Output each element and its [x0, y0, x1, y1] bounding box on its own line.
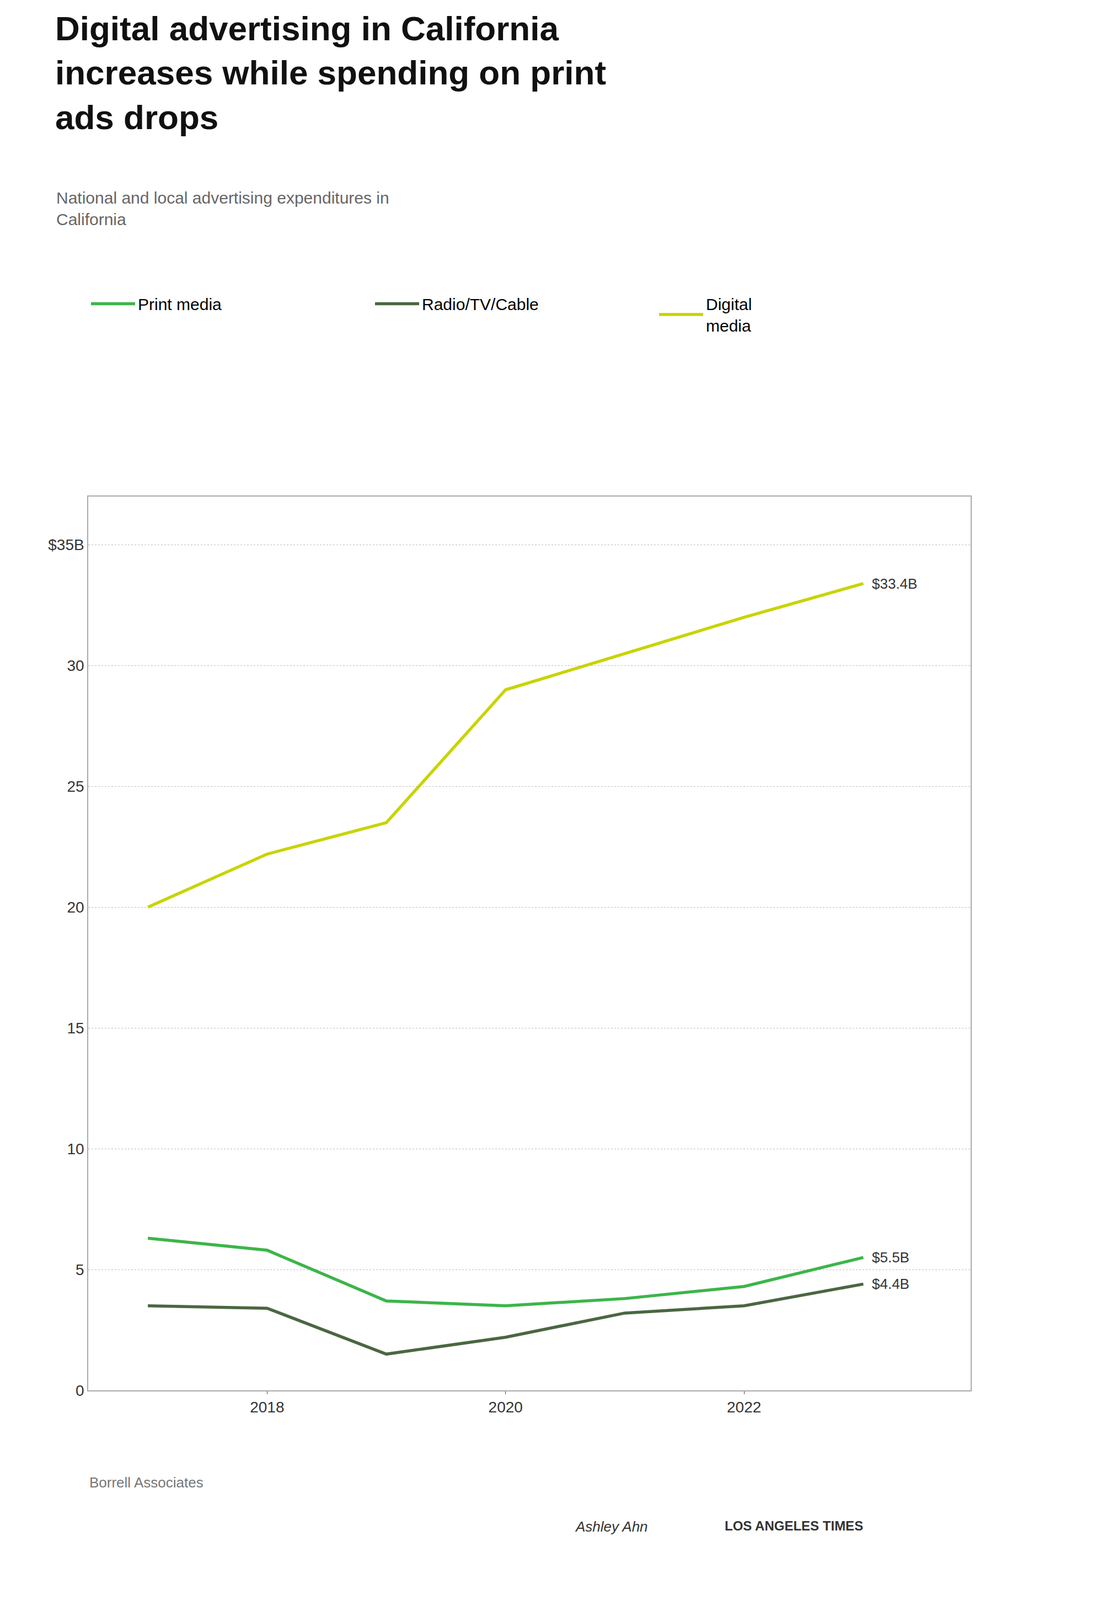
svg-text:Digitalmedia: Digitalmedia: [705, 295, 752, 335]
svg-text:5: 5: [75, 1260, 85, 1278]
svg-text:Ashley Ahn: Ashley Ahn: [574, 1517, 649, 1535]
svg-text:$35B: $35B: [47, 536, 84, 554]
svg-text:LOS ANGELES TIMES: LOS ANGELES TIMES: [724, 1517, 864, 1533]
svg-text:National and local advertising: National and local advertising expenditu…: [56, 188, 390, 229]
svg-text:20: 20: [66, 898, 84, 916]
svg-text:Print media: Print media: [137, 295, 222, 314]
svg-text:2020: 2020: [488, 1398, 523, 1416]
svg-text:$4.4B: $4.4B: [871, 1275, 910, 1292]
svg-text:2022: 2022: [726, 1398, 762, 1416]
svg-text:$5.5B: $5.5B: [871, 1248, 910, 1266]
svg-text:10: 10: [66, 1139, 84, 1158]
svg-text:Borrell Associates: Borrell Associates: [89, 1473, 204, 1491]
svg-text:0: 0: [75, 1381, 85, 1399]
svg-text:Radio/TV/Cable: Radio/TV/Cable: [421, 295, 539, 314]
svg-text:$33.4B: $33.4B: [871, 575, 918, 592]
svg-text:Digital advertising in Califor: Digital advertising in Californiaincreas…: [55, 9, 607, 137]
svg-text:2018: 2018: [249, 1398, 285, 1416]
svg-text:25: 25: [66, 777, 84, 795]
svg-text:15: 15: [66, 1019, 84, 1037]
svg-text:30: 30: [66, 656, 84, 674]
